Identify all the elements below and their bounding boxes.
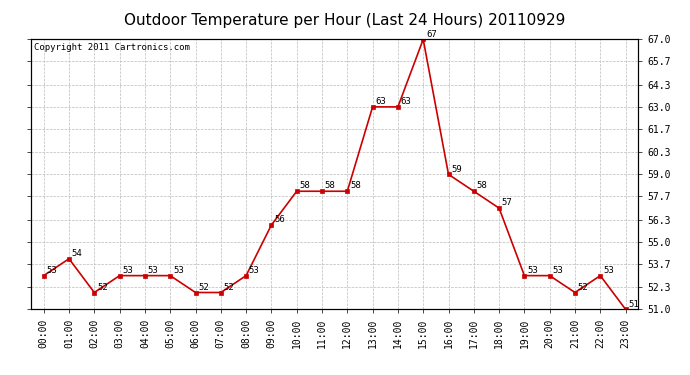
Text: 58: 58	[477, 182, 487, 190]
Text: 53: 53	[46, 266, 57, 275]
Text: 54: 54	[72, 249, 83, 258]
Text: 53: 53	[249, 266, 259, 275]
Text: 67: 67	[426, 30, 437, 39]
Text: Copyright 2011 Cartronics.com: Copyright 2011 Cartronics.com	[34, 44, 190, 52]
Text: Outdoor Temperature per Hour (Last 24 Hours) 20110929: Outdoor Temperature per Hour (Last 24 Ho…	[124, 13, 566, 28]
Text: 58: 58	[299, 182, 310, 190]
Text: 52: 52	[578, 283, 589, 292]
Text: 58: 58	[325, 182, 335, 190]
Text: 52: 52	[97, 283, 108, 292]
Text: 52: 52	[224, 283, 235, 292]
Text: 58: 58	[350, 182, 361, 190]
Text: 53: 53	[527, 266, 538, 275]
Text: 53: 53	[122, 266, 133, 275]
Text: 63: 63	[401, 97, 411, 106]
Text: 53: 53	[148, 266, 159, 275]
Text: 59: 59	[451, 165, 462, 174]
Text: 63: 63	[375, 97, 386, 106]
Text: 51: 51	[629, 300, 639, 309]
Text: 53: 53	[553, 266, 563, 275]
Text: 57: 57	[502, 198, 513, 207]
Text: 56: 56	[274, 215, 285, 224]
Text: 52: 52	[198, 283, 209, 292]
Text: 53: 53	[603, 266, 614, 275]
Text: 53: 53	[173, 266, 184, 275]
